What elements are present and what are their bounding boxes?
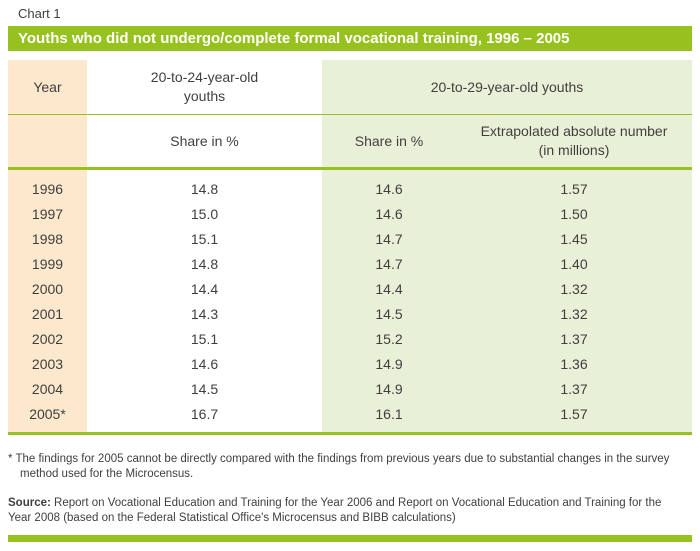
share-20-24-cell: 14.6 [87, 351, 322, 376]
year-cell: 2004 [8, 376, 87, 401]
source-text: Report on Vocational Education and Train… [8, 497, 662, 524]
share-20-24-cell: 16.7 [87, 401, 322, 434]
absolute-number-subheader: Extrapolated absolute number (in million… [456, 114, 692, 170]
share-20-24-cell: 14.5 [87, 376, 322, 401]
share-20-24-cell: 15.0 [87, 201, 322, 226]
share-20-29-cell: 14.9 [322, 376, 456, 401]
title-text: Youths who did not undergo/complete form… [18, 30, 570, 47]
year-cell: 1998 [8, 226, 87, 251]
year-cell: 2002 [8, 326, 87, 351]
header-row-top: Year 20-to-24-year-old youths 20-to-29-y… [8, 60, 692, 115]
source-note: Source: Report on Vocational Education a… [8, 496, 663, 526]
share-20-24-cell: 14.4 [87, 276, 322, 301]
share-20-29-cell: 14.4 [322, 276, 456, 301]
share-20-24-cell: 14.8 [87, 251, 322, 276]
header-row-sub: Share in % Share in % Extrapolated absol… [8, 114, 692, 170]
table-row: 1996 14.8 14.6 1.57 [8, 168, 692, 201]
share-20-29-cell: 15.2 [322, 326, 456, 351]
absolute-number-cell: 1.32 [456, 276, 692, 301]
table-row: 1997 15.0 14.6 1.50 [8, 201, 692, 226]
share-20-24-cell: 14.8 [87, 168, 322, 201]
share-20-29-cell: 14.7 [322, 226, 456, 251]
table-body: 1996 14.8 14.6 1.57 1997 15.0 14.6 1.50 1998 15.1… [8, 168, 692, 434]
year-cell: 2003 [8, 351, 87, 376]
year-cell: 1997 [8, 201, 87, 226]
table-row: 1999 14.8 14.7 1.40 [8, 251, 692, 276]
share-20-24-subheader: Share in % [87, 114, 322, 170]
absolute-number-cell: 1.50 [456, 201, 692, 226]
absolute-number-cell: 1.57 [456, 401, 692, 434]
col-20-24-header-text: 20-to-24-year-old youths [150, 69, 259, 104]
share-20-29-cell: 14.9 [322, 351, 456, 376]
share-20-29-cell: 14.6 [322, 168, 456, 201]
absolute-number-cell: 1.45 [456, 226, 692, 251]
absolute-number-cell: 1.37 [456, 326, 692, 351]
year-subheader-empty [8, 114, 87, 170]
table-row: 2003 14.6 14.9 1.36 [8, 351, 692, 376]
bottom-rule [8, 535, 692, 542]
share-20-29-subheader: Share in % [322, 114, 456, 170]
absolute-number-cell: 1.57 [456, 168, 692, 201]
year-cell: 1999 [8, 251, 87, 276]
title-bar: Youths who did not undergo/complete form… [8, 26, 692, 51]
absolute-number-subheader-text: Extrapolated absolute number (in million… [480, 123, 668, 158]
absolute-number-cell: 1.40 [456, 251, 692, 276]
share-20-29-cell: 16.1 [322, 401, 456, 434]
source-label: Source: [8, 497, 51, 509]
share-20-29-cell: 14.7 [322, 251, 456, 276]
year-cell: 1996 [8, 168, 87, 201]
share-20-24-cell: 15.1 [87, 326, 322, 351]
table-row: 2004 14.5 14.9 1.37 [8, 376, 692, 401]
share-20-24-cell: 15.1 [87, 226, 322, 251]
table-row: 2000 14.4 14.4 1.32 [8, 276, 692, 301]
share-20-29-cell: 14.5 [322, 301, 456, 326]
year-cell: 2001 [8, 301, 87, 326]
table-row: 1998 15.1 14.7 1.45 [8, 226, 692, 251]
table-row: 2002 15.1 15.2 1.37 [8, 326, 692, 351]
table-row: 2005* 16.7 16.1 1.57 [8, 401, 692, 434]
absolute-number-cell: 1.37 [456, 376, 692, 401]
absolute-number-cell: 1.36 [456, 351, 692, 376]
share-20-29-cell: 14.6 [322, 201, 456, 226]
absolute-number-cell: 1.32 [456, 301, 692, 326]
table-row: 2001 14.3 14.5 1.32 [8, 301, 692, 326]
year-cell: 2005* [8, 401, 87, 434]
col-20-24-header: 20-to-24-year-old youths [87, 60, 322, 115]
footnote: * The findings for 2005 cannot be direct… [8, 453, 670, 480]
chart-label: Chart 1 [18, 6, 61, 21]
year-column-header: Year [8, 60, 87, 115]
share-20-24-cell: 14.3 [87, 301, 322, 326]
data-table: Year 20-to-24-year-old youths 20-to-29-y… [8, 60, 692, 435]
group-20-29-header: 20-to-29-year-old youths [322, 60, 692, 115]
year-cell: 2000 [8, 276, 87, 301]
